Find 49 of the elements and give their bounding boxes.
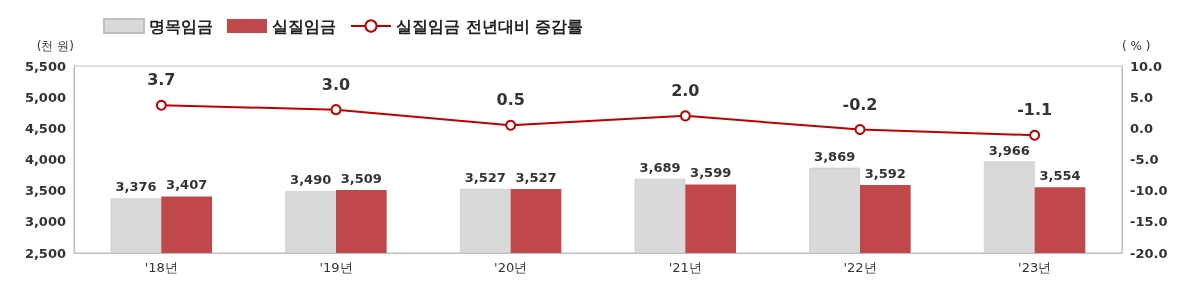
- data-label: 3,527: [515, 169, 557, 185]
- y-tick-label: 5,000: [24, 89, 66, 105]
- y-tick-label: 5,500: [24, 58, 66, 74]
- y2-tick-label: 0.0: [1130, 120, 1154, 136]
- data-label: 3,592: [864, 165, 906, 181]
- x-tick-label: '21년: [668, 260, 702, 275]
- data-label: -0.2: [842, 94, 878, 114]
- data-label: 3,490: [290, 172, 332, 188]
- x-tick-label: '20년: [494, 260, 528, 275]
- y2-tick-label: -5.0: [1130, 152, 1159, 167]
- y2-axis-title: ( % ): [1122, 39, 1151, 53]
- data-label: 3,527: [464, 169, 506, 185]
- x-tick-label: '23년: [1018, 260, 1052, 275]
- y2-tick-label: -15.0: [1130, 214, 1168, 230]
- data-label: 3,599: [690, 165, 732, 181]
- point: [854, 124, 866, 136]
- x-tick-label: '22년: [843, 260, 877, 275]
- legend-label: 실질임금 전년대비 증감률: [396, 16, 584, 36]
- y-axis-title: (천 원): [36, 39, 74, 53]
- data-label: 3,554: [1039, 168, 1081, 184]
- y2-tick-label: 10.0: [1130, 58, 1163, 74]
- point: [1029, 129, 1041, 141]
- y-tick-label: 2,500: [24, 245, 66, 261]
- y-tick-label: 4,000: [24, 152, 66, 167]
- point: [679, 110, 691, 122]
- y2-tick-label: 5.0: [1130, 89, 1154, 105]
- y2-tick-label: -10.0: [1130, 183, 1168, 199]
- legend-label: 명목임금: [149, 16, 213, 36]
- y-tick-label: 3,000: [24, 214, 66, 230]
- data-label: 3,966: [988, 142, 1030, 158]
- point: [155, 99, 167, 111]
- data-label: 3,509: [340, 171, 382, 187]
- y-tick-label: 3,500: [24, 183, 66, 199]
- data-label: 3,376: [115, 179, 157, 195]
- data-label: 3,407: [166, 177, 208, 193]
- data-label: 3,689: [639, 159, 681, 175]
- data-label: 3,869: [814, 148, 856, 164]
- x-tick-label: '18년: [144, 260, 178, 275]
- x-tick-label: '19년: [319, 260, 353, 275]
- data-label: -1.1: [1017, 100, 1053, 120]
- point: [330, 104, 342, 116]
- data-label: 3.7: [147, 70, 176, 90]
- point: [505, 119, 517, 131]
- y-tick-label: 4,500: [24, 120, 66, 136]
- legend-label: 실질임금: [272, 16, 336, 36]
- data-label: 2.0: [671, 80, 700, 100]
- y2-tick-label: -20.0: [1130, 245, 1168, 261]
- data-label: 0.5: [496, 90, 525, 110]
- data-label: 3.0: [321, 74, 351, 94]
